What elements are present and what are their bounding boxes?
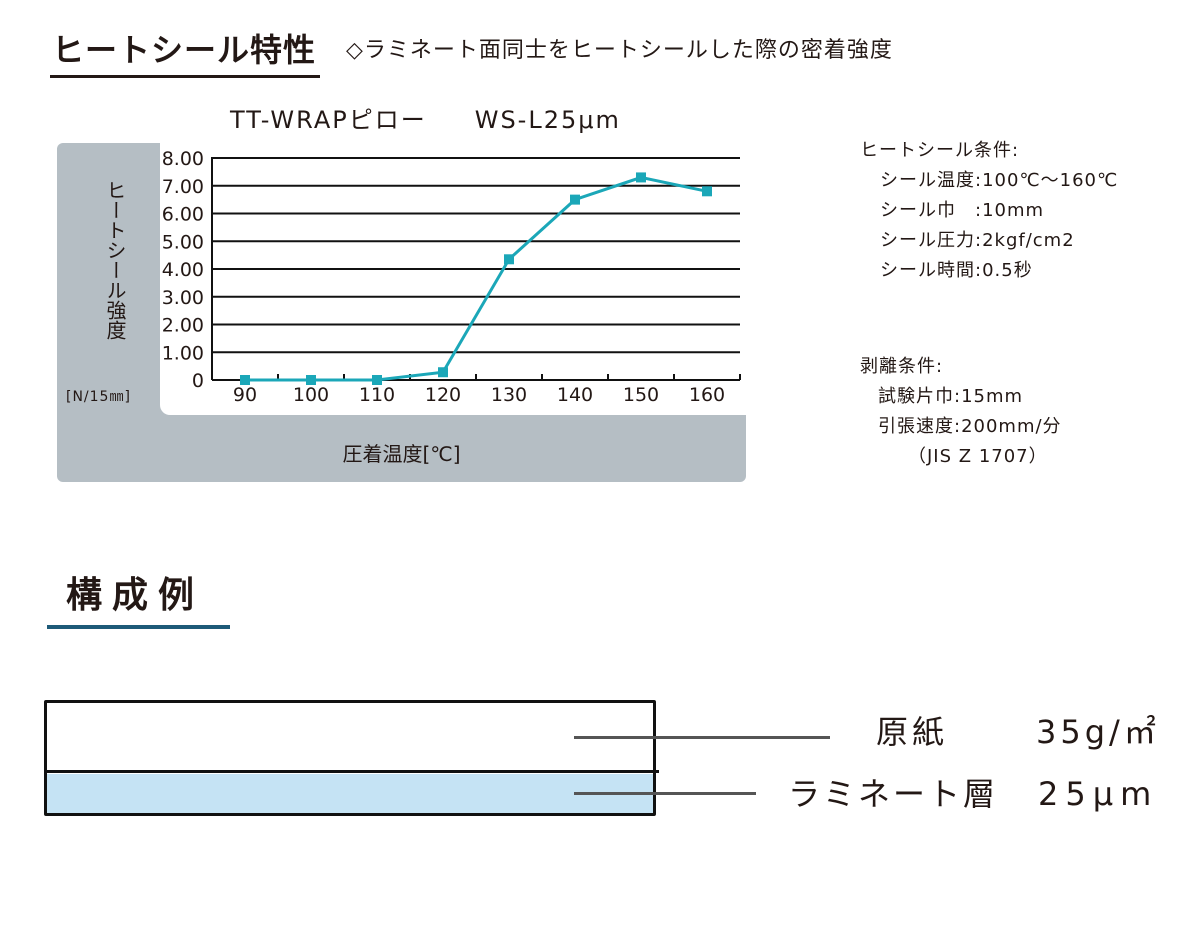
peel-condition-item: （JIS Z 1707） (908, 446, 1048, 467)
svg-text:110: 110 (359, 384, 395, 406)
svg-text:7.00: 7.00 (162, 176, 204, 198)
svg-text:160: 160 (689, 384, 725, 406)
svg-text:5.00: 5.00 (162, 231, 204, 253)
chart-title-product: TT-WRAPピロー (230, 106, 427, 134)
layer-value-laminate: 25μm (1038, 775, 1159, 813)
x-axis-label: 圧着温度[℃] (342, 442, 461, 466)
leader-line-base-paper (574, 736, 830, 739)
svg-text:120: 120 (425, 384, 461, 406)
peel-condition-item: 試験片巾:15mm (878, 386, 1024, 407)
layer-label-laminate: ラミネート層 (788, 775, 999, 813)
composition-underline (47, 625, 230, 629)
plot-area (160, 143, 746, 415)
grid-lines (211, 157, 741, 381)
layer-value-base-paper: 35g/㎡ (1036, 713, 1160, 751)
svg-text:4.00: 4.00 (162, 259, 204, 281)
chart-title-grade: WS-L25μm (474, 106, 621, 134)
svg-text:140: 140 (557, 384, 593, 406)
line-chart: 8.00 7.00 6.00 5.00 4.00 3.00 2.00 1.00 0 90 100 1… (162, 148, 741, 406)
heat-seal-condition-item: シール圧力:2kgf/cm2 (880, 230, 1075, 251)
svg-text:100: 100 (293, 384, 329, 406)
y-tick-labels: 8.00 7.00 6.00 5.00 4.00 3.00 2.00 1.00 0 (162, 148, 204, 392)
chart-title: TT-WRAPピロー WS-L25μm (230, 104, 621, 136)
heat-seal-condition-item: シール温度:100℃～160℃ (880, 170, 1119, 191)
svg-text:1.00: 1.00 (162, 342, 204, 364)
heat-seal-conditions-title: ヒートシール条件: (860, 140, 1020, 161)
title-underline (50, 75, 320, 78)
section-title-heat-seal: ヒートシール特性 (52, 31, 317, 69)
section-subtitle: ◇ラミネート面同士をヒートシールした際の密着強度 (346, 38, 893, 63)
layer-divider (44, 770, 659, 773)
svg-text:90: 90 (233, 384, 257, 406)
heat-seal-condition-item: シール時間:0.5秒 (880, 260, 1033, 281)
svg-text:150: 150 (623, 384, 659, 406)
base-paper-layer (47, 703, 656, 772)
svg-text:130: 130 (491, 384, 527, 406)
y-axis-label: ヒートシール強度 (103, 180, 127, 340)
svg-text:0: 0 (192, 370, 204, 392)
svg-text:6.00: 6.00 (162, 204, 204, 226)
layer-label-base-paper: 原紙 (876, 713, 949, 751)
svg-text:8.00: 8.00 (162, 148, 204, 170)
leader-line-laminate (574, 792, 756, 795)
peel-conditions: 剥離条件: 試験片巾:15mm 引張速度:200mm/分 （JIS Z 1707… (860, 352, 1062, 472)
svg-text:3.00: 3.00 (162, 287, 204, 309)
data-series (240, 172, 712, 385)
layer-diagram-border (44, 700, 656, 816)
y-axis-unit: [N/15㎜] (66, 389, 131, 405)
peel-condition-item: 引張速度:200mm/分 (878, 416, 1062, 437)
svg-text:2.00: 2.00 (162, 315, 204, 337)
peel-conditions-title: 剥離条件: (860, 356, 944, 377)
section-title-composition: 構成例 (66, 575, 205, 616)
x-tick-labels: 90 100 110 120 130 140 150 160 (233, 384, 725, 406)
laminate-layer (47, 774, 656, 813)
heat-seal-condition-item: シール巾 :10mm (880, 200, 1045, 221)
heat-seal-conditions: ヒートシール条件: シール温度:100℃～160℃ シール巾 :10mm シール圧力… (860, 136, 1118, 286)
